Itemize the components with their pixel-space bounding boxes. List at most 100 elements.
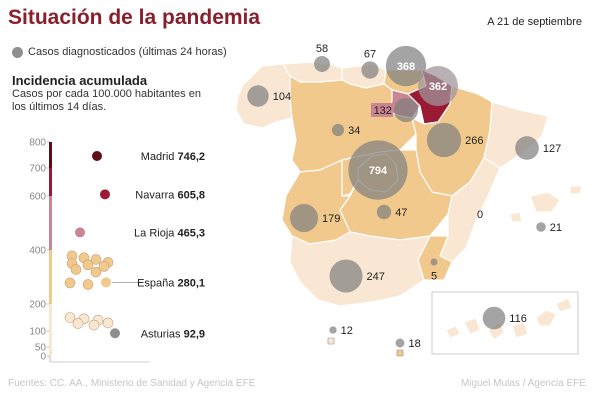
tick-label-400: 400 <box>29 246 46 257</box>
page-title: Situación de la pandemia <box>8 6 261 29</box>
region-canarias-5 <box>535 309 557 327</box>
bubble-canarias <box>482 306 506 330</box>
bubble-label: 104 <box>273 91 291 103</box>
tick-label-200: 200 <box>29 300 46 311</box>
region-canarias-1 <box>445 325 461 339</box>
highlight-name: Navarra <box>135 189 177 201</box>
legend: Casos diagnosticados (últimas 24 horas) <box>12 46 227 58</box>
bubble-andaluc-a <box>329 259 363 293</box>
highlight-dot <box>101 277 111 288</box>
legend-label: Casos diagnosticados (últimas 24 horas) <box>28 46 227 58</box>
bubble-label: 794 <box>369 165 388 177</box>
highlight-dot <box>100 189 110 200</box>
bubble-label: 179 <box>322 213 340 225</box>
bubble-label-bg <box>370 103 393 117</box>
bubble-baleares <box>536 222 546 232</box>
highlight-value: 465,3 <box>177 227 205 239</box>
canarias-inset <box>431 291 579 355</box>
bubble-label: 5 <box>431 271 437 283</box>
highlight-label: Madrid 746,2 <box>141 151 205 163</box>
bubble-label: 18 <box>408 338 420 350</box>
other-dot <box>72 318 84 329</box>
bubble-label: 67 <box>364 48 376 60</box>
bubble-label: 362 <box>429 81 447 93</box>
other-dot <box>90 266 102 278</box>
scale-band-0 <box>49 142 52 168</box>
bubble-melilla <box>395 338 405 348</box>
bubble-label: 12 <box>341 325 353 337</box>
highlight-dot <box>110 328 120 339</box>
bubble-label: 58 <box>316 43 328 55</box>
highlight-label: Navarra 605,8 <box>135 189 205 201</box>
bubble-label: 127 <box>543 143 561 155</box>
incidence-title: Incidencia acumulada <box>12 73 148 88</box>
bubble-castilla-la-mancha <box>376 204 392 220</box>
region-melilla <box>396 349 404 357</box>
bubble-pa-s-vasco <box>385 45 427 87</box>
region-ceuta <box>327 337 335 345</box>
other-dot <box>64 277 76 289</box>
plot-highlight-dots: Madrid 746,2 Navarra 605,8 La Rioja 465,3 E… <box>75 150 205 340</box>
highlight-value: 746,2 <box>177 151 205 163</box>
plot-other-dots <box>64 250 114 331</box>
tick-label-0: 0 <box>40 352 46 363</box>
bubble-cantabria <box>361 61 379 79</box>
tick-label-100: 100 <box>29 327 46 338</box>
inset-frame <box>431 291 579 355</box>
highlight-dot <box>75 227 85 238</box>
bubble-navarra <box>418 66 458 106</box>
source-note: Fuentes: CC. AA., Ministerio de Sanidad … <box>8 378 256 389</box>
map-bubbles: 104 58 67 368 362 132 34 266 127 794 179 47 0 21 247 5 1… <box>247 43 562 350</box>
scale-band-4 <box>49 304 52 356</box>
other-dot <box>88 319 100 331</box>
scale-band-2 <box>49 196 52 250</box>
region-canarias-6 <box>555 297 573 313</box>
highlight-name: La Rioja <box>134 227 177 239</box>
highlight-value: 605,8 <box>177 189 205 201</box>
bubble-label: 47 <box>395 207 407 219</box>
other-dot <box>82 259 94 271</box>
bubble-label: 247 <box>367 271 385 283</box>
bubble-asturias <box>314 56 330 72</box>
plot-scale-bar <box>49 142 52 356</box>
bubble-label: 0 <box>477 209 483 221</box>
incidence-plot: 050 100 200 400 600 700 800 Madrid 746,2 Navarr… <box>29 138 205 363</box>
bubble-label: 34 <box>348 125 360 137</box>
bubble-extremadura <box>289 203 319 233</box>
bubble-murcia <box>430 258 438 266</box>
region-baleares-menorca <box>569 185 583 195</box>
bubble-label: 266 <box>465 135 483 147</box>
plot-ticks: 050 100 200 400 600 700 800 <box>29 138 50 363</box>
scale-band-3 <box>49 250 52 304</box>
region-extremadura <box>281 159 351 245</box>
bubble-label: 116 <box>509 313 527 325</box>
tick-label-700: 700 <box>29 164 46 175</box>
region-canarias-4 <box>511 321 529 339</box>
bubble-arag-n <box>426 122 462 158</box>
region-cataluna <box>483 101 549 169</box>
highlight-dot <box>92 150 102 161</box>
scale-band-1 <box>49 168 52 196</box>
region-baleares-ibiza <box>509 211 523 223</box>
other-dot <box>70 264 82 275</box>
highlight-name: España <box>137 277 177 289</box>
bubble-galicia <box>247 85 269 107</box>
region-baleares-mallorca <box>529 191 561 213</box>
region-canarias-2 <box>463 317 481 335</box>
highlight-label: Asturias 92,9 <box>141 328 205 340</box>
highlight-value: 92,9 <box>184 328 205 340</box>
tick-label-600: 600 <box>29 192 46 203</box>
incidence-description: Casos por cada 100.000 habitantes en los… <box>12 88 201 113</box>
other-dot <box>64 312 76 323</box>
other-dot <box>102 317 114 329</box>
highlight-name: Asturias <box>141 328 184 340</box>
tick-label-800: 800 <box>29 138 46 149</box>
highlight-value: 280,1 <box>177 277 205 289</box>
other-dot <box>90 254 102 265</box>
legend-bubble-icon <box>12 46 23 58</box>
other-dot <box>98 261 110 272</box>
date-label: A 21 de septiembre <box>487 16 582 28</box>
bubble-label: 368 <box>397 61 415 73</box>
highlight-label: La Rioja 465,3 <box>134 227 205 239</box>
